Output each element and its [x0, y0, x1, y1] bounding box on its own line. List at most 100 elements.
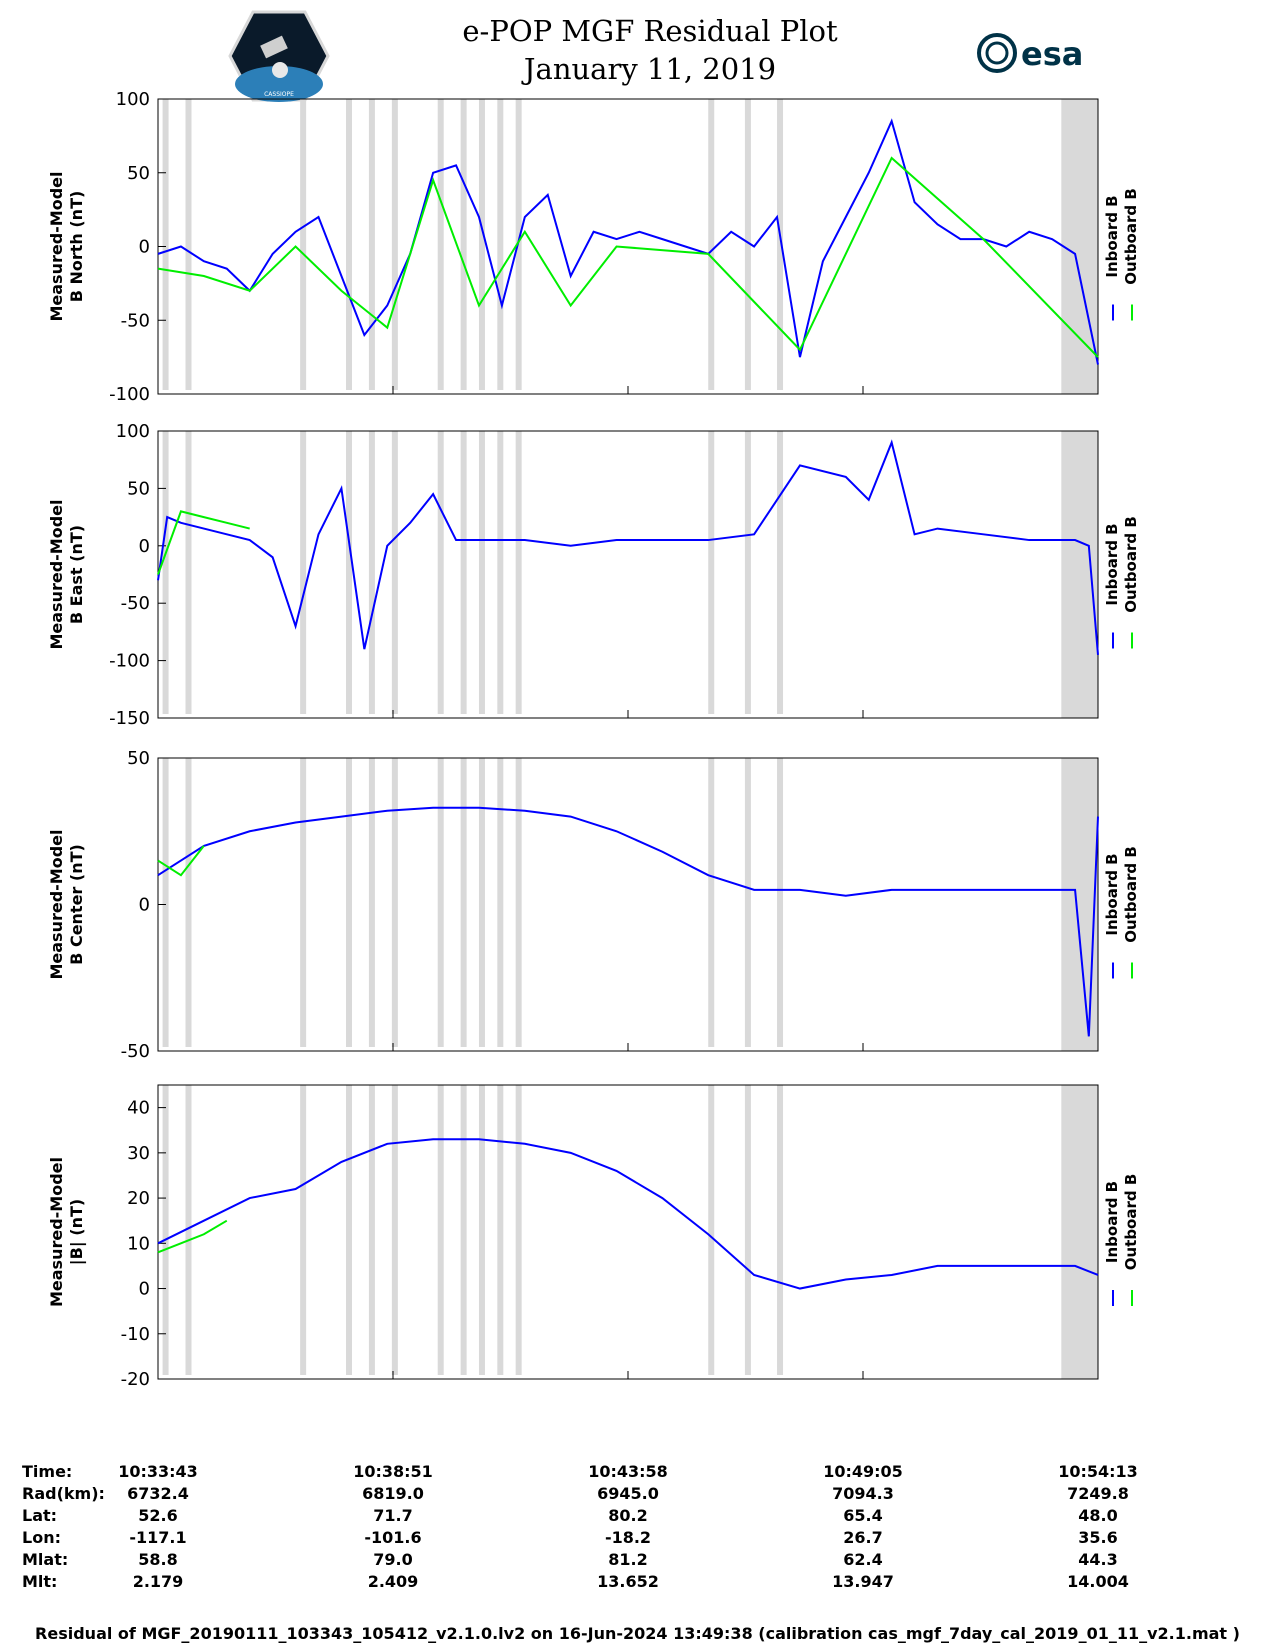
shade-band — [437, 1085, 444, 1375]
legend-entry: Outboard B — [1122, 846, 1140, 943]
shade-band — [162, 1085, 169, 1375]
footer-caption: Residual of MGF_20190111_103343_105412_v… — [35, 1624, 1240, 1643]
legend-entry: Inboard B — [1103, 195, 1121, 277]
shade-band — [346, 758, 352, 1047]
shade-band — [708, 431, 715, 714]
y-axis-label: Measured-Model — [47, 171, 66, 321]
shade-band — [368, 1085, 375, 1375]
cassiope-logo-text: CASSIOPE — [264, 91, 294, 98]
shade-band — [1061, 431, 1098, 718]
ephemeris-value: 10:33:43 — [118, 1462, 198, 1481]
ephemeris-value: 35.6 — [1078, 1528, 1118, 1547]
shade-band — [1061, 1085, 1098, 1379]
shade-band — [744, 431, 751, 714]
shade-band — [744, 758, 751, 1047]
shade-band — [515, 758, 522, 1047]
shade-band — [478, 431, 485, 714]
ephemeris-value: -18.2 — [604, 1528, 652, 1547]
ephemeris-label: Time: — [22, 1462, 73, 1481]
shade-band — [391, 758, 398, 1047]
shade-band — [368, 99, 375, 390]
plot-frame — [157, 757, 1099, 1052]
legend-entry: Outboard B — [1122, 516, 1140, 613]
y-axis-label: Measured-Model — [47, 829, 66, 979]
shade-band — [460, 1085, 467, 1375]
shade-band — [162, 99, 169, 390]
shade-band — [708, 99, 715, 390]
ephemeris-label: Lat: — [22, 1506, 58, 1525]
shade-band — [437, 431, 444, 714]
plot-frame — [157, 430, 1099, 719]
y-tick-label: 0 — [139, 536, 150, 557]
shade-band — [185, 99, 192, 390]
ephemeris-value: 7249.8 — [1067, 1484, 1129, 1503]
y-tick-label: -50 — [121, 310, 150, 331]
shade-band — [515, 431, 522, 714]
chart-subtitle: January 11, 2019 — [523, 52, 777, 86]
y-tick-label: 40 — [127, 1098, 150, 1119]
y-tick-label: -100 — [109, 384, 150, 405]
shade-band — [162, 758, 169, 1047]
series-line — [157, 1138, 1099, 1290]
ephemeris-value: 10:49:05 — [823, 1462, 903, 1481]
shade-band — [478, 758, 485, 1047]
ephemeris-value: 2.179 — [132, 1572, 184, 1591]
shade-band — [368, 431, 375, 714]
esa-logo-text: esa — [1021, 35, 1083, 73]
shade-band — [497, 99, 504, 390]
y-tick-label: -10 — [121, 1324, 150, 1345]
shade-band — [744, 99, 751, 390]
esa-logo: esa — [977, 33, 1083, 73]
chart-title: e-POP MGF Residual Plot — [462, 14, 838, 48]
shade-band — [391, 1085, 398, 1375]
ephemeris-value: 2.409 — [367, 1572, 419, 1591]
shade-band — [391, 99, 398, 390]
shade-band — [300, 99, 307, 390]
y-axis-label: B North (nT) — [67, 191, 86, 303]
ephemeris-value: 13.652 — [597, 1572, 659, 1591]
shade-band — [300, 758, 307, 1047]
legend-entry: Outboard B — [1122, 1174, 1140, 1271]
shade-band — [497, 431, 504, 714]
shade-band — [185, 1085, 192, 1375]
y-axis-label: Measured-Model — [47, 499, 66, 649]
y-tick-label: 0 — [139, 237, 150, 258]
ephemeris-value: 10:54:13 — [1058, 1462, 1138, 1481]
header: CASSIOPE e-POP MGF Residual Plot January… — [0, 0, 1275, 102]
shade-band — [368, 758, 375, 1047]
y-tick-label: 50 — [127, 478, 150, 499]
ephemeris-value: 26.7 — [843, 1528, 883, 1547]
shade-band — [777, 1085, 784, 1375]
ephemeris-value: 71.7 — [373, 1506, 413, 1525]
series-line — [157, 118, 1099, 365]
y-tick-label: 50 — [127, 163, 150, 184]
legend-entry: Inboard B — [1103, 1181, 1121, 1263]
y-tick-label: -50 — [121, 1041, 150, 1062]
y-tick-label: -150 — [109, 708, 150, 729]
ephemeris-label: Lon: — [22, 1528, 61, 1547]
shade-band — [460, 431, 467, 714]
ephemeris-value: 6732.4 — [127, 1484, 189, 1503]
legend-entry: Outboard B — [1122, 188, 1140, 285]
y-tick-label: 100 — [116, 421, 150, 442]
y-tick-label: 0 — [139, 1279, 150, 1300]
shade-band — [437, 758, 444, 1047]
shade-band — [777, 758, 784, 1047]
ephemeris-value: 10:38:51 — [353, 1462, 433, 1481]
shade-band — [515, 1085, 522, 1375]
shade-band — [346, 99, 352, 390]
y-axis-label: |B| (nT) — [67, 1199, 87, 1265]
shade-band — [300, 431, 307, 714]
shade-band — [478, 99, 485, 390]
shade-band — [346, 431, 352, 714]
y-tick-label: 30 — [127, 1143, 150, 1164]
ephemeris-value: -117.1 — [129, 1528, 187, 1547]
ephemeris-value: 7094.3 — [832, 1484, 894, 1503]
ephemeris-value: 62.4 — [843, 1550, 883, 1569]
y-tick-label: -100 — [109, 651, 150, 672]
ephemeris-value: 6819.0 — [362, 1484, 424, 1503]
ephemeris-value: 58.8 — [138, 1550, 178, 1569]
ephemeris-value: 65.4 — [843, 1506, 883, 1525]
ephemeris-label: Mlat: — [22, 1550, 69, 1569]
